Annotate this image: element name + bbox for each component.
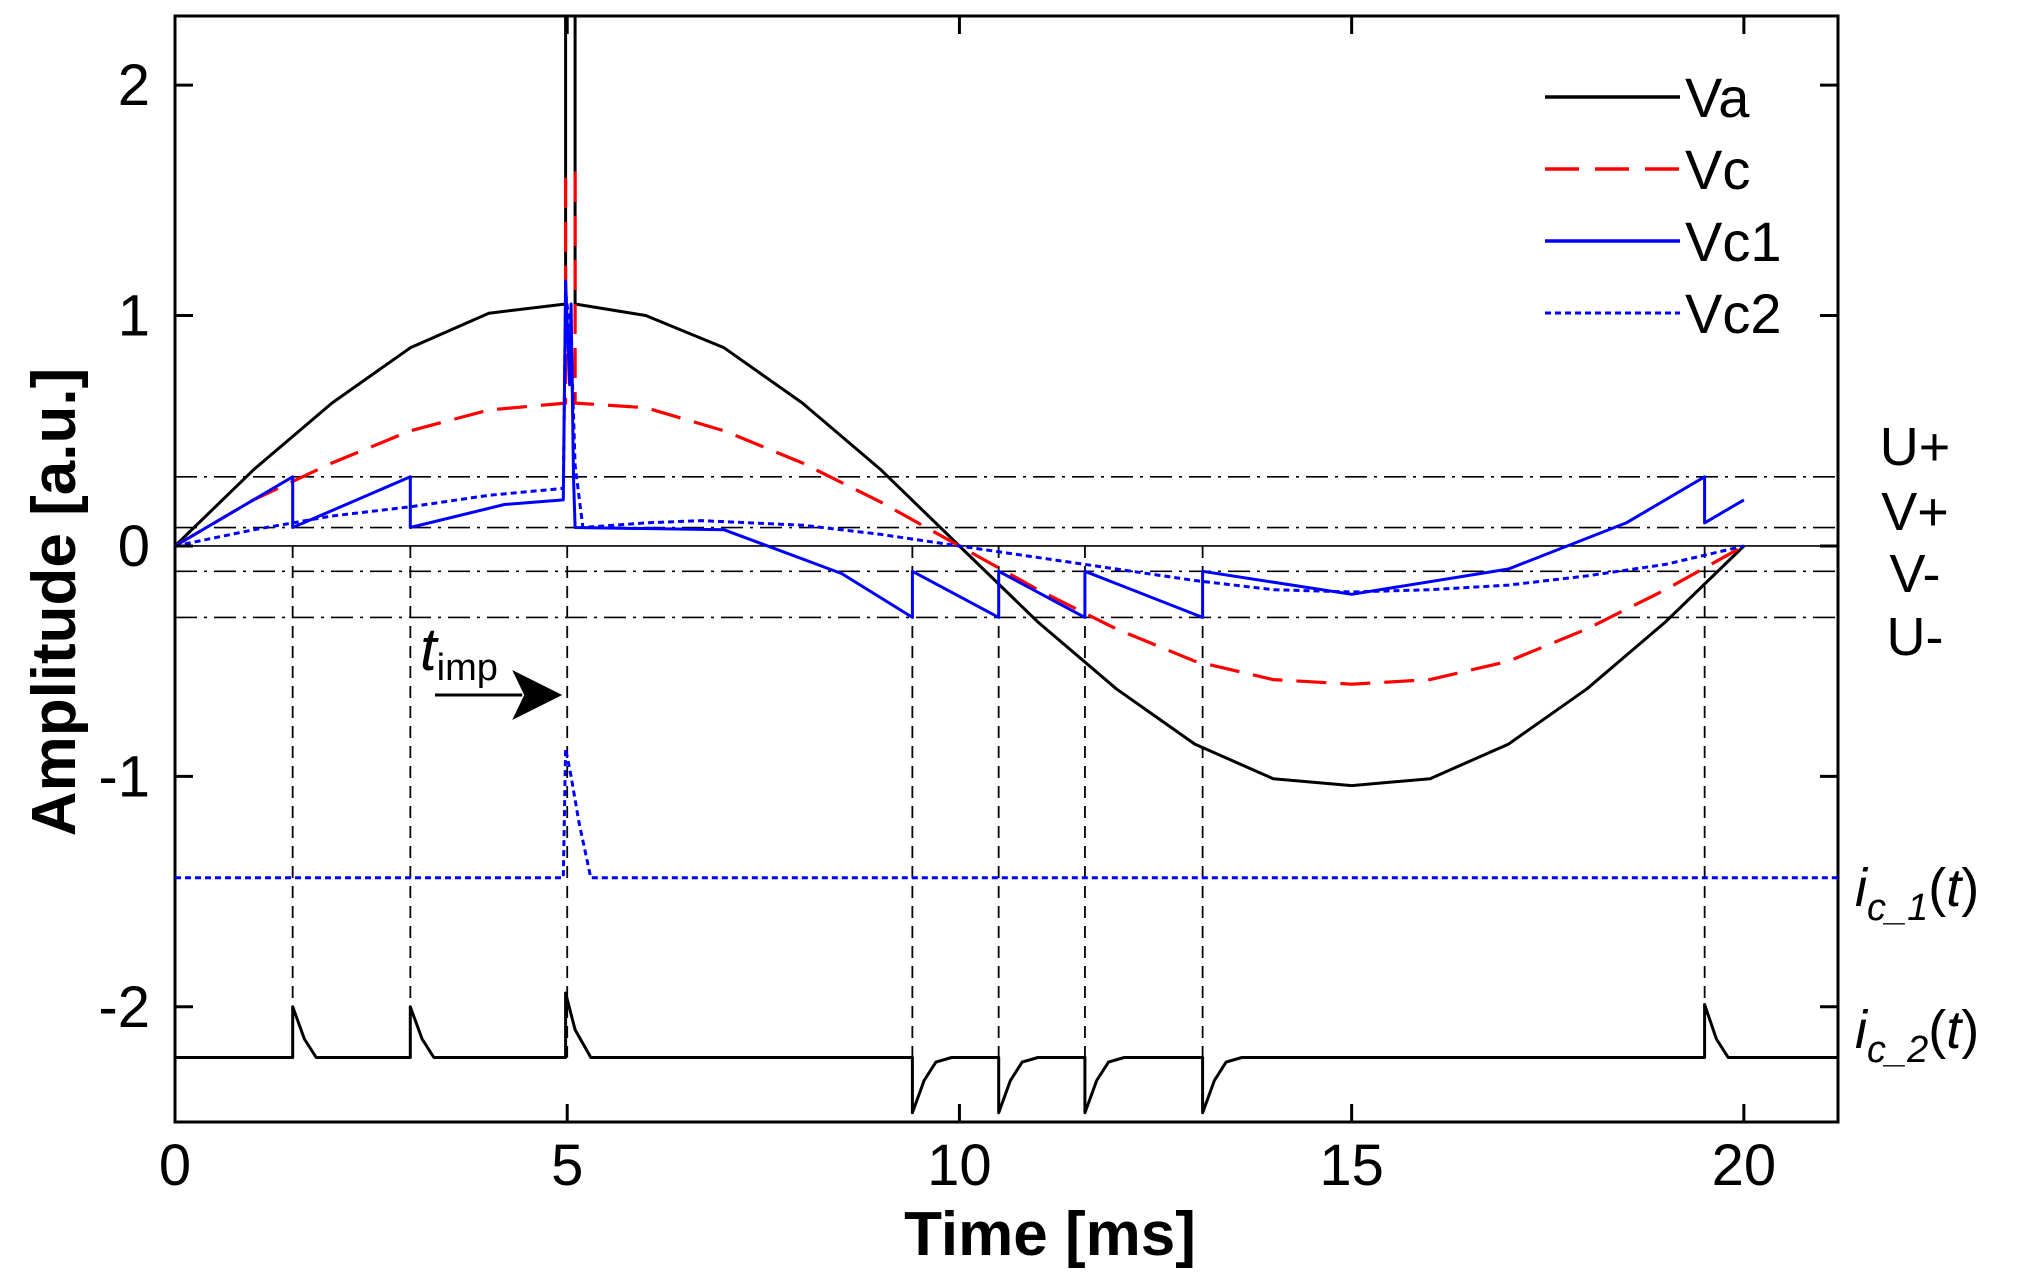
x-tick-label: 15 — [1319, 1133, 1384, 1198]
legend: Va Vc Vc1 Vc2 — [1545, 66, 1782, 345]
legend-label-va: Va — [1685, 66, 1750, 129]
series-vc2 — [174, 291, 1745, 594]
series-vc — [174, 171, 1745, 686]
timp-arrow-head — [512, 670, 563, 720]
event-lines — [291, 545, 1706, 1058]
threshold-label-Uminus: U- — [1887, 607, 1944, 667]
legend-label-vc: Vc — [1685, 138, 1750, 201]
y-tick-label: -1 — [98, 744, 150, 809]
x-axis-title: Time [ms] — [904, 1200, 1196, 1269]
plot-frame — [173, 14, 1840, 1124]
legend-label-vc1: Vc1 — [1685, 210, 1782, 273]
series-ic2 — [175, 991, 1838, 1115]
y-tick-label: 0 — [118, 514, 150, 579]
threshold-label-Vplus: V+ — [1881, 482, 1949, 542]
ic1-label: ic_1(t) — [1855, 858, 1979, 929]
series-vc1 — [174, 279, 1745, 619]
labels: ic_1(t) ic_2(t) timp — [420, 616, 1979, 1071]
series-layer — [173, 14, 1838, 1115]
y-tick-label: 1 — [118, 284, 150, 349]
ic2-label: ic_2(t) — [1855, 1000, 1979, 1071]
x-tick-label: 20 — [1712, 1133, 1777, 1198]
series-va — [173, 14, 1745, 788]
x-tick-label: 10 — [927, 1133, 992, 1198]
y-tick-label: -2 — [98, 975, 150, 1040]
threshold-label-Uplus: U+ — [1880, 417, 1951, 477]
x-tick-label: 5 — [551, 1133, 583, 1198]
y-axis-title: Amplitude [a.u.] — [20, 368, 89, 836]
plot-area — [173, 14, 1840, 1124]
y-tick-label: 2 — [118, 53, 150, 118]
axes: 0 5 10 15 20 -2 -1 0 1 2 — [98, 16, 1838, 1198]
threshold-lines: U+V+V-U- — [175, 417, 1950, 667]
threshold-label-Vminus: V- — [1889, 544, 1940, 604]
legend-label-vc2: Vc2 — [1685, 282, 1782, 345]
x-tick-label: 0 — [159, 1133, 191, 1198]
timp-label: timp — [420, 616, 498, 689]
series-ic1 — [175, 747, 1838, 880]
